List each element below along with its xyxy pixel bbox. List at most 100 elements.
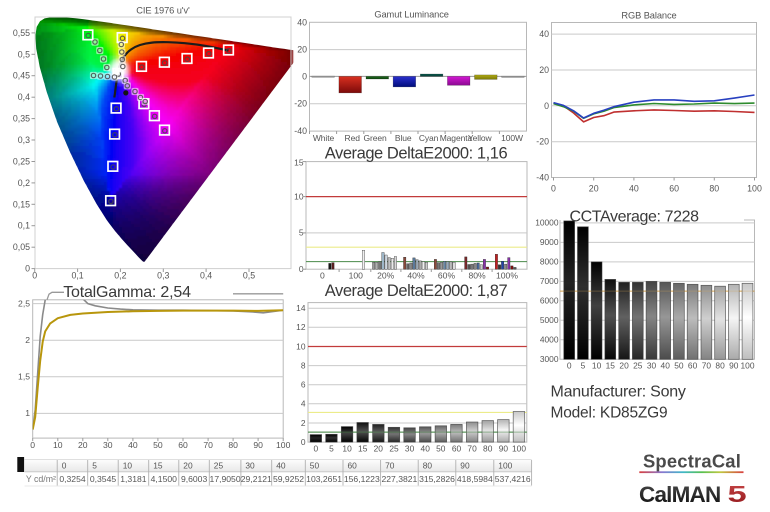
svg-text:10: 10 <box>592 361 602 371</box>
svg-text:30: 30 <box>405 444 415 454</box>
svg-text:40: 40 <box>421 444 431 454</box>
svg-text:1,5: 1,5 <box>18 372 30 382</box>
svg-text:CCTAverage: 7228: CCTAverage: 7228 <box>570 209 700 226</box>
svg-text:80: 80 <box>423 460 433 470</box>
svg-text:59,9252: 59,9252 <box>273 474 304 484</box>
svg-text:60%: 60% <box>438 271 456 281</box>
svg-text:0,25: 0,25 <box>13 157 30 167</box>
svg-text:10: 10 <box>296 341 306 351</box>
svg-text:0,3: 0,3 <box>157 271 169 281</box>
svg-text:0: 0 <box>551 184 556 194</box>
svg-text:40: 40 <box>128 440 138 450</box>
svg-text:100: 100 <box>741 361 755 371</box>
svg-text:0,2: 0,2 <box>18 178 30 188</box>
svg-text:29,2121: 29,2121 <box>241 474 272 484</box>
svg-text:0,05: 0,05 <box>13 242 30 252</box>
svg-text:80%: 80% <box>468 271 486 281</box>
svg-text:80: 80 <box>228 440 238 450</box>
svg-text:SpectraCal: SpectraCal <box>643 451 741 472</box>
svg-text:227,3821: 227,3821 <box>381 474 417 484</box>
svg-text:100: 100 <box>498 460 512 470</box>
svg-text:0: 0 <box>313 444 318 454</box>
svg-text:0: 0 <box>320 271 325 281</box>
svg-text:2: 2 <box>25 335 30 345</box>
svg-text:315,2826: 315,2826 <box>419 474 455 484</box>
svg-text:Gamut Luminance: Gamut Luminance <box>374 10 448 20</box>
svg-text:0: 0 <box>62 460 67 470</box>
svg-text:0: 0 <box>301 437 306 447</box>
svg-text:0,3545: 0,3545 <box>90 474 117 484</box>
svg-text:Red: Red <box>345 133 361 143</box>
svg-text:0: 0 <box>25 264 30 274</box>
svg-text:0: 0 <box>544 101 549 111</box>
svg-text:9,6003: 9,6003 <box>181 474 208 484</box>
svg-text:0,3: 0,3 <box>18 135 30 145</box>
svg-text:100: 100 <box>276 440 291 450</box>
svg-text:0,55: 0,55 <box>13 28 30 38</box>
svg-text:25: 25 <box>633 361 643 371</box>
svg-text:30: 30 <box>103 440 113 450</box>
svg-text:30: 30 <box>245 460 255 470</box>
svg-text:20: 20 <box>374 444 384 454</box>
svg-text:50: 50 <box>310 460 320 470</box>
svg-text:6: 6 <box>301 380 306 390</box>
svg-text:Average DeltaE2000: 1,87: Average DeltaE2000: 1,87 <box>325 282 508 300</box>
svg-text:0,4: 0,4 <box>18 92 30 102</box>
svg-text:Green: Green <box>364 133 387 143</box>
svg-text:0,2: 0,2 <box>114 271 126 281</box>
svg-text:-40: -40 <box>294 126 307 136</box>
svg-text:-20: -20 <box>536 137 549 147</box>
svg-text:0: 0 <box>32 271 37 281</box>
svg-text:20: 20 <box>619 361 629 371</box>
svg-text:5000: 5000 <box>540 315 559 325</box>
svg-text:80: 80 <box>715 361 725 371</box>
svg-text:20%: 20% <box>377 271 395 281</box>
svg-text:40: 40 <box>539 29 549 39</box>
svg-text:60: 60 <box>669 184 679 194</box>
svg-text:40%: 40% <box>407 271 425 281</box>
svg-text:RGB Balance: RGB Balance <box>621 11 676 21</box>
svg-text:8: 8 <box>301 360 306 370</box>
svg-text:15: 15 <box>358 444 368 454</box>
svg-text:5: 5 <box>92 460 97 470</box>
svg-text:7000: 7000 <box>540 276 559 286</box>
svg-text:60: 60 <box>452 444 462 454</box>
svg-text:9000: 9000 <box>540 237 559 247</box>
svg-text:10: 10 <box>53 440 63 450</box>
svg-text:1,3181: 1,3181 <box>120 474 147 484</box>
svg-text:0: 0 <box>567 361 572 371</box>
svg-text:6000: 6000 <box>540 296 559 306</box>
svg-text:Model: KD85ZG9: Model: KD85ZG9 <box>551 405 668 422</box>
svg-text:537,4216: 537,4216 <box>495 474 531 484</box>
svg-text:Magenta: Magenta <box>440 133 473 143</box>
svg-text:20: 20 <box>183 460 193 470</box>
svg-text:0: 0 <box>299 264 304 274</box>
svg-text:Y cd/m²: Y cd/m² <box>26 474 56 484</box>
svg-text:60: 60 <box>178 440 188 450</box>
svg-text:0,1: 0,1 <box>71 271 83 281</box>
svg-text:40: 40 <box>661 361 671 371</box>
svg-text:70: 70 <box>467 444 477 454</box>
svg-text:50: 50 <box>153 440 163 450</box>
svg-text:0,5: 0,5 <box>18 49 30 59</box>
svg-text:70: 70 <box>702 361 712 371</box>
svg-text:-20: -20 <box>294 99 307 109</box>
svg-text:Yellow: Yellow <box>468 133 493 143</box>
svg-text:90: 90 <box>253 440 263 450</box>
svg-text:TotalGamma: 2,54: TotalGamma: 2,54 <box>63 284 191 301</box>
svg-text:-40: -40 <box>536 173 549 183</box>
svg-text:5: 5 <box>329 444 334 454</box>
svg-text:100%: 100% <box>496 271 518 281</box>
svg-text:5: 5 <box>299 228 304 238</box>
svg-text:20: 20 <box>589 184 599 194</box>
svg-text:Manufacturer: Sony: Manufacturer: Sony <box>551 384 686 401</box>
svg-text:0,1: 0,1 <box>18 221 30 231</box>
svg-text:100: 100 <box>349 271 364 281</box>
svg-text:418,5984: 418,5984 <box>457 474 493 484</box>
svg-text:90: 90 <box>460 460 470 470</box>
svg-text:10: 10 <box>294 191 304 201</box>
svg-text:80: 80 <box>483 444 493 454</box>
svg-text:90: 90 <box>499 444 509 454</box>
svg-text:White: White <box>313 133 335 143</box>
svg-text:20: 20 <box>539 65 549 75</box>
